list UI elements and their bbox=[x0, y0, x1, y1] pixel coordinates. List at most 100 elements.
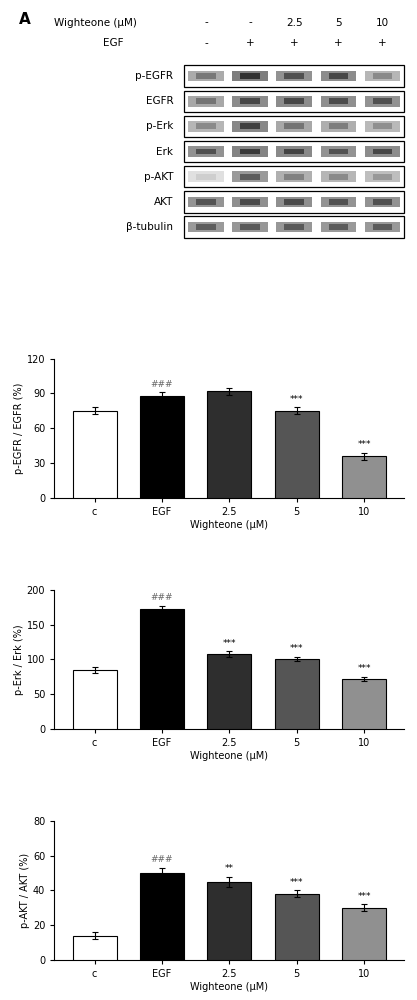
Bar bbox=[365, 146, 400, 157]
Bar bbox=[184, 191, 404, 213]
Text: p-EGFR: p-EGFR bbox=[135, 71, 173, 81]
Bar bbox=[196, 174, 216, 180]
Bar bbox=[329, 73, 348, 79]
Bar bbox=[276, 222, 312, 232]
Bar bbox=[329, 199, 348, 205]
Bar bbox=[275, 894, 319, 960]
Bar bbox=[275, 659, 319, 729]
Text: -: - bbox=[204, 38, 208, 48]
Text: ***: *** bbox=[290, 644, 304, 653]
Text: p-Erk: p-Erk bbox=[146, 121, 173, 131]
Text: EGFR: EGFR bbox=[146, 96, 173, 106]
Bar bbox=[365, 96, 400, 107]
Text: Erk: Erk bbox=[156, 147, 173, 157]
Bar bbox=[365, 71, 400, 81]
Bar bbox=[240, 73, 260, 79]
Bar bbox=[321, 121, 356, 132]
Bar bbox=[276, 146, 312, 157]
Text: β-tubulin: β-tubulin bbox=[126, 222, 173, 232]
Bar bbox=[365, 121, 400, 132]
Bar bbox=[321, 197, 356, 207]
Bar bbox=[184, 141, 404, 162]
Bar bbox=[196, 224, 216, 230]
Text: 5: 5 bbox=[335, 18, 342, 28]
Bar bbox=[232, 121, 268, 132]
Text: +: + bbox=[290, 38, 299, 48]
Bar bbox=[188, 71, 224, 81]
Text: ***: *** bbox=[290, 878, 304, 887]
Bar bbox=[184, 166, 404, 187]
X-axis label: Wighteone (μM): Wighteone (μM) bbox=[190, 982, 269, 992]
Bar bbox=[232, 71, 268, 81]
Bar bbox=[188, 96, 224, 107]
Bar bbox=[188, 121, 224, 132]
Bar bbox=[284, 224, 304, 230]
Bar bbox=[329, 174, 348, 180]
Bar bbox=[373, 98, 392, 104]
Bar bbox=[365, 197, 400, 207]
Bar bbox=[329, 149, 348, 154]
Bar bbox=[284, 174, 304, 180]
Bar bbox=[232, 171, 268, 182]
Bar bbox=[373, 224, 392, 230]
Bar bbox=[208, 654, 251, 729]
Bar bbox=[329, 98, 348, 104]
Bar bbox=[140, 609, 184, 729]
Bar bbox=[284, 199, 304, 205]
Bar bbox=[196, 149, 216, 154]
Bar bbox=[196, 98, 216, 104]
Bar bbox=[284, 123, 304, 129]
Bar bbox=[188, 171, 224, 182]
Text: +: + bbox=[334, 38, 343, 48]
Text: Wighteone (μM): Wighteone (μM) bbox=[54, 18, 137, 28]
Bar bbox=[276, 197, 312, 207]
Bar bbox=[196, 73, 216, 79]
Bar bbox=[73, 936, 116, 960]
Bar bbox=[184, 91, 404, 112]
Text: ###: ### bbox=[151, 380, 173, 389]
Bar bbox=[188, 222, 224, 232]
Text: +: + bbox=[378, 38, 387, 48]
Bar bbox=[184, 116, 404, 137]
Bar bbox=[329, 224, 348, 230]
Bar bbox=[240, 149, 260, 154]
Bar bbox=[284, 73, 304, 79]
Bar bbox=[232, 96, 268, 107]
Bar bbox=[365, 222, 400, 232]
Bar bbox=[342, 908, 386, 960]
Bar bbox=[184, 65, 404, 87]
Text: ***: *** bbox=[223, 639, 236, 648]
Bar bbox=[140, 396, 184, 498]
Text: **: ** bbox=[225, 864, 234, 873]
Bar bbox=[373, 73, 392, 79]
Bar bbox=[240, 174, 260, 180]
Text: p-AKT: p-AKT bbox=[144, 172, 173, 182]
Text: ***: *** bbox=[357, 440, 371, 449]
Text: A: A bbox=[19, 12, 31, 27]
X-axis label: Wighteone (μM): Wighteone (μM) bbox=[190, 520, 269, 530]
Text: AKT: AKT bbox=[154, 197, 173, 207]
Bar bbox=[240, 224, 260, 230]
Bar bbox=[73, 670, 116, 729]
Bar bbox=[232, 197, 268, 207]
Bar bbox=[196, 199, 216, 205]
Text: ###: ### bbox=[151, 855, 173, 864]
X-axis label: Wighteone (μM): Wighteone (μM) bbox=[190, 751, 269, 761]
Bar bbox=[373, 199, 392, 205]
Bar bbox=[240, 199, 260, 205]
Bar bbox=[365, 171, 400, 182]
Bar bbox=[240, 98, 260, 104]
Bar bbox=[373, 174, 392, 180]
Bar bbox=[321, 146, 356, 157]
Bar bbox=[196, 123, 216, 129]
Bar bbox=[284, 98, 304, 104]
Bar bbox=[208, 882, 251, 960]
Bar bbox=[321, 171, 356, 182]
Bar bbox=[276, 71, 312, 81]
Text: -: - bbox=[204, 18, 208, 28]
Text: 10: 10 bbox=[376, 18, 389, 28]
Bar bbox=[232, 222, 268, 232]
Bar bbox=[275, 411, 319, 498]
Bar bbox=[184, 216, 404, 238]
Bar bbox=[321, 222, 356, 232]
